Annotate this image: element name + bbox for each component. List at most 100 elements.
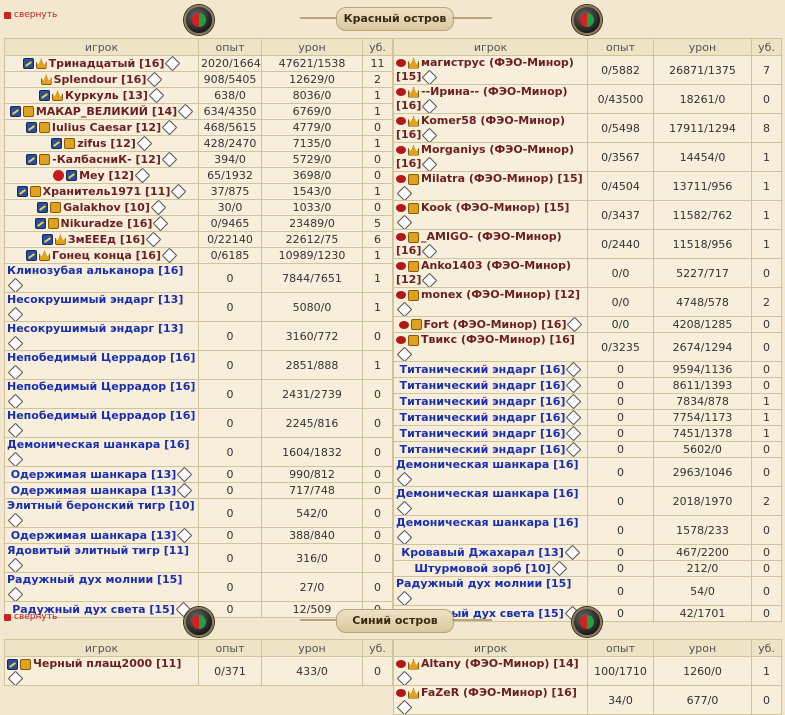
player-name-link[interactable]: Твикс (ФЭО-Минор) [421, 333, 546, 347]
info-icon[interactable] [396, 670, 413, 685]
player-cell: Непобедимый Церрадор [16] [4, 379, 199, 409]
info-icon[interactable] [177, 483, 193, 498]
kills-cell: 0 [751, 515, 782, 545]
info-icon[interactable] [396, 346, 413, 361]
exp-cell: 0 [587, 441, 654, 458]
info-icon[interactable] [396, 699, 413, 714]
player-name-link[interactable]: Nikuradze [60, 216, 124, 230]
player-name-link[interactable]: FaZeR (ФЭО-Минор) [421, 686, 548, 700]
collapse-blue-button[interactable]: свернуть [4, 612, 57, 622]
info-icon[interactable] [422, 272, 438, 287]
info-icon[interactable] [7, 512, 24, 527]
info-icon[interactable] [7, 306, 24, 321]
info-icon[interactable] [396, 471, 413, 486]
info-icon[interactable] [148, 88, 165, 103]
player-name-link[interactable]: Altany (ФЭО-Минор) [421, 657, 550, 671]
player-name-link[interactable]: monex (ФЭО-Минор) [421, 288, 551, 302]
table-row: zifus [12] 428/2470 7135/0 1 [4, 135, 393, 152]
info-icon[interactable] [136, 136, 153, 151]
player-name-link[interactable]: Morganiys (ФЭО-Минор) [421, 143, 575, 157]
info-icon[interactable] [7, 277, 24, 292]
player-name-link[interactable]: --Ирина-- (ФЭО-Минор) [421, 85, 568, 99]
info-icon[interactable] [551, 561, 567, 576]
info-icon[interactable] [7, 335, 24, 350]
player-name-link[interactable]: магиструс (ФЭО-Минор) [421, 56, 574, 70]
info-icon[interactable] [171, 184, 187, 199]
info-icon[interactable] [161, 248, 178, 263]
player-name-link[interactable]: -КалбасниК- [52, 152, 132, 166]
info-icon[interactable] [177, 104, 194, 119]
player-name-link[interactable]: Splendour [53, 72, 118, 86]
info-icon[interactable] [7, 393, 24, 408]
info-icon[interactable] [566, 362, 582, 377]
player-name-link[interactable]: ЗмЕЕЕд [67, 232, 117, 246]
player-name-link[interactable]: Galakhov [63, 200, 121, 214]
info-icon[interactable] [7, 670, 24, 685]
info-icon[interactable] [396, 185, 413, 200]
player-name-link[interactable]: Kook (ФЭО-Минор) [421, 201, 541, 215]
exp-cell: 0 [198, 527, 262, 544]
info-icon[interactable] [566, 378, 582, 393]
info-icon[interactable] [177, 528, 193, 543]
player-entry: Kook (ФЭО-Минор) [15] [396, 201, 585, 229]
red-right-rows: магиструс (ФЭО-Минор) [15] 0/5882 26871/13… [393, 55, 782, 622]
player-name-link[interactable]: Куркуль [65, 88, 119, 102]
info-icon[interactable] [150, 200, 167, 215]
info-icon[interactable] [567, 317, 583, 332]
player-name-link[interactable]: МАКАР_ВЕЛИКИЙ [35, 104, 148, 118]
info-icon[interactable] [422, 243, 438, 258]
info-icon[interactable] [177, 467, 193, 482]
player-name-link[interactable]: Fort (ФЭО-Минор) [423, 317, 538, 331]
kills-cell: 0 [362, 527, 393, 544]
info-icon[interactable] [7, 422, 24, 437]
info-icon[interactable] [7, 557, 24, 572]
info-icon[interactable] [564, 545, 581, 560]
info-icon[interactable] [7, 451, 24, 466]
info-icon[interactable] [134, 168, 151, 183]
player-cell: Демоническая шанкара [16] [393, 515, 588, 545]
info-icon[interactable] [422, 69, 438, 84]
info-icon[interactable] [153, 216, 169, 231]
kills-cell: 0 [751, 316, 782, 333]
player-name-link[interactable]: _AMIGO- (ФЭО-Минор) [421, 230, 562, 244]
info-icon[interactable] [422, 98, 438, 113]
info-icon[interactable] [396, 301, 413, 316]
damage-cell: 13711/956 [653, 171, 752, 201]
info-icon[interactable] [396, 214, 413, 229]
player-name-link[interactable]: Milatra (ФЭО-Минор) [421, 172, 554, 186]
player-name-link[interactable]: Anko1403 (ФЭО-Минор) [421, 259, 572, 273]
info-icon[interactable] [147, 72, 163, 87]
info-icon[interactable] [422, 127, 438, 142]
collapse-red-button[interactable]: свернуть [4, 10, 57, 20]
player-name-link[interactable]: Хранитель1971 [42, 184, 142, 198]
info-icon[interactable] [7, 586, 24, 601]
player-name-link[interactable]: Komer58 (ФЭО-Минор) [421, 114, 566, 128]
info-icon[interactable] [145, 232, 162, 247]
info-icon[interactable] [7, 364, 24, 379]
info-icon[interactable] [396, 500, 413, 515]
player-cell: Радужный дух света [15] [4, 601, 199, 618]
kills-cell: 1 [751, 425, 782, 442]
info-icon[interactable] [161, 120, 178, 135]
info-icon[interactable] [165, 56, 181, 71]
info-icon[interactable] [566, 426, 582, 441]
info-icon[interactable] [566, 442, 582, 457]
table-row: Galakhov [10] 30/0 1033/0 0 [4, 199, 393, 216]
player-entry: Титанический эндарг [16] [400, 410, 582, 425]
player-name-link[interactable]: zifus [77, 136, 107, 150]
player-cell: Nikuradze [16] [4, 215, 199, 232]
player-name-link[interactable]: Iulius Caesar [51, 120, 132, 134]
info-icon[interactable] [422, 156, 438, 171]
info-icon[interactable] [566, 410, 582, 425]
player-name-link[interactable]: Тринадцатый [48, 56, 136, 70]
level-label: [16] [536, 394, 566, 408]
player-name-link[interactable]: Черный плащ2000 [33, 657, 153, 671]
damage-cell: 1604/1832 [261, 437, 363, 467]
info-icon[interactable] [161, 152, 178, 167]
player-name-link[interactable]: Mey [79, 168, 105, 182]
info-icon[interactable] [566, 394, 582, 409]
col-kills: уб. [751, 639, 782, 657]
info-icon[interactable] [396, 529, 413, 544]
player-name-link[interactable]: Гонец конца [51, 248, 132, 262]
level-label: [12] [131, 120, 162, 134]
